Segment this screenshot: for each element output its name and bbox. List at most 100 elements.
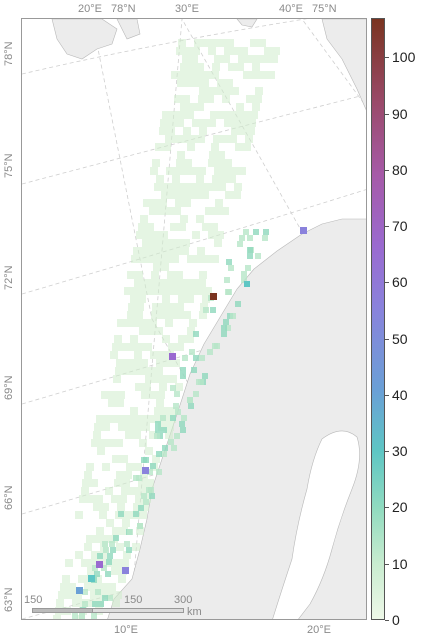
- data-cell: [213, 207, 221, 215]
- data-cell: [102, 541, 108, 547]
- data-cell: [228, 175, 236, 183]
- data-cell: [141, 457, 147, 463]
- label-left-66n: 66°N: [3, 485, 15, 510]
- data-cell: [193, 331, 199, 337]
- data-cell: [148, 487, 154, 493]
- data-cell: [94, 423, 102, 431]
- data-cell: [187, 327, 195, 335]
- label-top-75n: 75°N: [312, 3, 337, 15]
- data-cell: [161, 191, 169, 199]
- data-cell: [228, 265, 234, 271]
- data-cell: [120, 415, 128, 423]
- data-cell: [174, 167, 182, 175]
- label-left-75n: 75°N: [3, 153, 15, 178]
- data-cell: [155, 421, 161, 427]
- data-cell: [93, 503, 101, 511]
- data-cell: [149, 431, 157, 439]
- label-left-63n: 63°N: [3, 587, 15, 612]
- data-cell: [252, 63, 260, 71]
- data-cell: [208, 119, 216, 127]
- data-cell: [135, 495, 143, 503]
- data-cell: [140, 215, 148, 223]
- data-cell: [250, 111, 258, 119]
- data-cell: [170, 407, 178, 415]
- data-cell: [121, 487, 129, 495]
- data-cell: [210, 111, 218, 119]
- data-cell: [214, 55, 222, 63]
- data-cell: [102, 595, 108, 601]
- data-cell: [238, 55, 246, 63]
- data-cell: [187, 255, 195, 263]
- data-cell: [194, 183, 202, 191]
- map-panel[interactable]: [21, 18, 367, 620]
- data-cell: [160, 119, 168, 127]
- data-cell: [223, 319, 229, 325]
- data-cell: [175, 409, 181, 415]
- data-cell: [116, 399, 124, 407]
- data-cell: [189, 349, 195, 355]
- data-cell: [148, 287, 156, 295]
- data-cell: [150, 167, 158, 175]
- data-cell: [108, 399, 116, 407]
- data-cell: [203, 71, 211, 79]
- data-cell: [193, 191, 201, 199]
- data-cell: [169, 191, 177, 199]
- data-cell: [210, 223, 218, 231]
- data-cell: [241, 277, 247, 283]
- data-cell: [239, 235, 245, 241]
- data-cell: [126, 547, 132, 553]
- data-cell: [124, 287, 132, 295]
- data-cell: [136, 231, 144, 239]
- data-cell: [202, 39, 210, 47]
- data-cell: [89, 559, 97, 567]
- data-cell: [170, 385, 176, 391]
- data-cell: [195, 255, 203, 263]
- data-cell: [154, 433, 160, 439]
- data-cell: [215, 87, 223, 95]
- data-cell: [133, 475, 139, 481]
- data-cell: [84, 583, 92, 591]
- data-cell: [81, 559, 89, 567]
- data-cell: [159, 199, 167, 207]
- data-cell: [124, 471, 132, 479]
- data-cell: [272, 47, 280, 55]
- data-cell: [175, 383, 183, 391]
- data-cell: [159, 127, 167, 135]
- data-cell: [86, 535, 94, 543]
- data-cell: [165, 247, 173, 255]
- data-cell: [72, 613, 78, 619]
- label-top-20e: 20°E: [78, 3, 102, 15]
- data-cell: [132, 543, 140, 551]
- data-cell: [121, 559, 129, 567]
- data-cell: [141, 391, 149, 399]
- colorbar-label: 80: [392, 161, 408, 178]
- data-cell: [230, 167, 238, 175]
- data-cell: [87, 567, 95, 575]
- data-cell: [232, 119, 240, 127]
- data-cell: [116, 471, 124, 479]
- data-cell: [229, 135, 237, 143]
- data-cell: [187, 397, 193, 403]
- data-cell: [217, 151, 225, 159]
- data-cell: [173, 247, 181, 255]
- data-cell: [142, 239, 150, 247]
- data-cell: [225, 325, 231, 331]
- data-cell: [134, 351, 142, 359]
- data-cell: [208, 159, 216, 167]
- data-cell: [231, 87, 239, 95]
- data-cell: [179, 71, 187, 79]
- data-cell: [173, 207, 181, 215]
- data-cell: [196, 103, 204, 111]
- data-cell: [188, 287, 196, 295]
- data-cell: [138, 505, 144, 511]
- data-cell: [75, 511, 83, 519]
- data-cell: [212, 175, 220, 183]
- data-cell: [236, 103, 244, 111]
- data-cell: [224, 119, 232, 127]
- data-cell: [190, 55, 198, 63]
- data-cell: [250, 39, 258, 47]
- data-cell: [225, 289, 231, 295]
- data-cell-peak: [210, 293, 217, 300]
- data-cell: [152, 159, 160, 167]
- data-cell: [79, 613, 85, 619]
